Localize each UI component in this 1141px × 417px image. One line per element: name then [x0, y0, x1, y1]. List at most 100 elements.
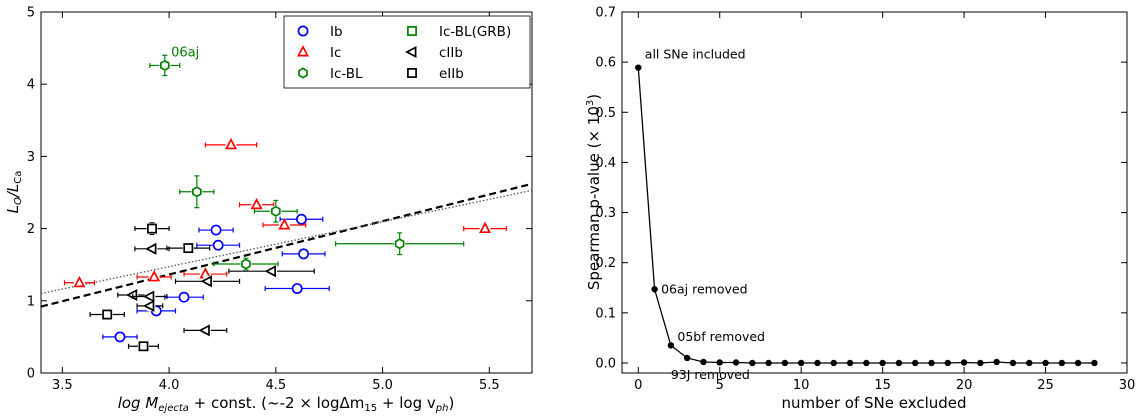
p-value-point — [846, 359, 854, 367]
legend-marker-ib — [297, 25, 309, 37]
data-point-eiib — [183, 243, 194, 254]
p-value-point — [635, 64, 642, 71]
left-x-tick-label: 4.0 — [159, 378, 180, 393]
marker-background — [178, 291, 190, 303]
marker-background — [298, 248, 310, 260]
data-point-ib — [291, 283, 303, 294]
right-plot-area — [621, 11, 1128, 374]
right-x-tick-label: 15 — [874, 378, 891, 393]
data-point-ciib — [145, 242, 157, 255]
left-x-tick-label: 3.5 — [52, 378, 73, 393]
right-y-tick-label: 0.0 — [595, 356, 616, 371]
left-y-tick-label: 4 — [27, 78, 35, 93]
marker-background — [182, 242, 194, 254]
p-value-point — [1091, 359, 1098, 367]
right-x-tick-label: 0 — [634, 378, 642, 393]
data-point-ic-bl — [394, 238, 405, 250]
p-value-point — [977, 359, 984, 367]
p-value-point — [683, 354, 691, 362]
data-point-ciib — [198, 324, 210, 337]
data-point-eiib — [138, 341, 149, 352]
right-y-axis-label: Spearman p-value (× 103) — [585, 94, 603, 290]
data-point-ciib — [142, 299, 155, 312]
data-point-ib — [178, 291, 190, 303]
data-point-ic — [224, 137, 238, 150]
right-data-line — [635, 64, 1098, 367]
p-value-point — [781, 359, 789, 367]
legend-label: Ib — [330, 24, 343, 40]
marker-background — [295, 213, 307, 225]
data-point-ib — [114, 331, 126, 343]
left-x-ticks: 3.5 4.0 4.5 5.0 5.5 — [52, 12, 500, 393]
right-y-ticks: 0.0 0.1 0.2 0.3 0.4 0.5 0.6 0.7 — [595, 6, 1127, 371]
left-data-points — [63, 54, 507, 352]
right-chart: 0 5 10 15 20 25 30 0.0 0.1 0.2 0.3 0.4 0.5 0.6 0.7 al… — [585, 6, 1135, 413]
data-point-ic-bl — [159, 59, 170, 72]
right-y-tick-label: 0.6 — [595, 56, 616, 71]
legend-marker-ic-bl-grb- — [407, 26, 417, 36]
left-x-axis-label: log Mejecta + const. (~-2 × logΔm15 + lo… — [118, 394, 455, 414]
data-point-ib — [210, 224, 222, 236]
data-point-ciib — [125, 289, 138, 302]
p-value-point — [1058, 359, 1066, 367]
annotation-label: 93J removed — [671, 367, 750, 382]
p-value-point — [993, 358, 1000, 366]
data-point-ciib — [264, 265, 277, 278]
data-point-ic — [278, 218, 291, 230]
legend-label: Ic-BL — [330, 66, 363, 82]
data-point-eiib — [102, 309, 113, 320]
legend-items: Ib Ic Ic-BL Ic-BL(GRB) cIIb eIIb — [296, 24, 511, 82]
left-x-tick-label: 5.0 — [372, 378, 393, 393]
right-y-tick-label: 0.7 — [595, 6, 616, 21]
annotation-label: all SNe included — [645, 47, 746, 62]
legend-marker-ciib — [405, 45, 417, 59]
p-value-point — [1026, 359, 1033, 367]
left-y-tick-label: 0 — [27, 367, 35, 382]
left-y-ticks: 0 1 2 3 4 5 — [27, 6, 532, 382]
left-x-tick-label: 5.5 — [479, 378, 500, 393]
data-point-ic-bl — [270, 205, 281, 217]
right-y-tick-label: 0.3 — [595, 206, 616, 221]
right-x-tick-label: 10 — [793, 378, 810, 393]
data-point-ic-bl — [192, 186, 202, 198]
marker-background — [137, 340, 149, 352]
data-point-ib — [212, 239, 224, 251]
left-chart: 3.5 4.0 4.5 5.0 5.5 0 1 2 3 4 5 06aj Ib Ic Ic-BL Ic-… — [4, 6, 533, 414]
right-x-tick-label: 30 — [1119, 378, 1136, 393]
legend-marker-eiib — [407, 68, 417, 78]
p-value-point — [830, 359, 837, 367]
p-value-point — [814, 359, 821, 367]
marker-background — [212, 239, 224, 251]
data-point-ib — [295, 213, 307, 225]
p-value-point — [895, 359, 903, 367]
p-value-point — [651, 286, 658, 293]
p-value-point — [732, 359, 740, 366]
data-point-ib — [298, 248, 310, 260]
p-value-point — [960, 359, 968, 366]
marker-background — [146, 223, 158, 235]
legend-label: Ic-BL(GRB) — [439, 24, 511, 40]
annotation-label: 05bf removed — [677, 329, 765, 344]
annotation-label: 06aj removed — [661, 281, 747, 296]
right-x-axis-label: number of SNe excluded — [781, 394, 966, 412]
right-y-tick-label: 0.5 — [595, 106, 616, 121]
p-value-point — [667, 342, 675, 349]
fit-line-dashed — [40, 182, 533, 308]
left-fit-lines — [40, 182, 533, 308]
p-value-point — [1009, 359, 1017, 367]
left-y-tick-label: 1 — [27, 294, 35, 309]
data-point-ic — [73, 275, 86, 288]
left-y-tick-label: 5 — [27, 6, 35, 21]
marker-background — [114, 331, 126, 343]
data-point-ic — [250, 197, 263, 210]
p-value-point — [797, 359, 805, 367]
data-point-ic — [479, 221, 492, 234]
left-annotations: 06aj — [171, 45, 199, 60]
legend-label: Ic — [330, 45, 341, 61]
p-value-point — [765, 359, 772, 367]
legend-label: eIIb — [439, 66, 464, 82]
data-point-eiib — [147, 223, 157, 234]
right-x-tick-label: 20 — [956, 378, 973, 393]
right-x-ticks: 0 5 10 15 20 25 30 — [634, 12, 1135, 393]
legend-marker-ic-bl — [298, 67, 308, 79]
